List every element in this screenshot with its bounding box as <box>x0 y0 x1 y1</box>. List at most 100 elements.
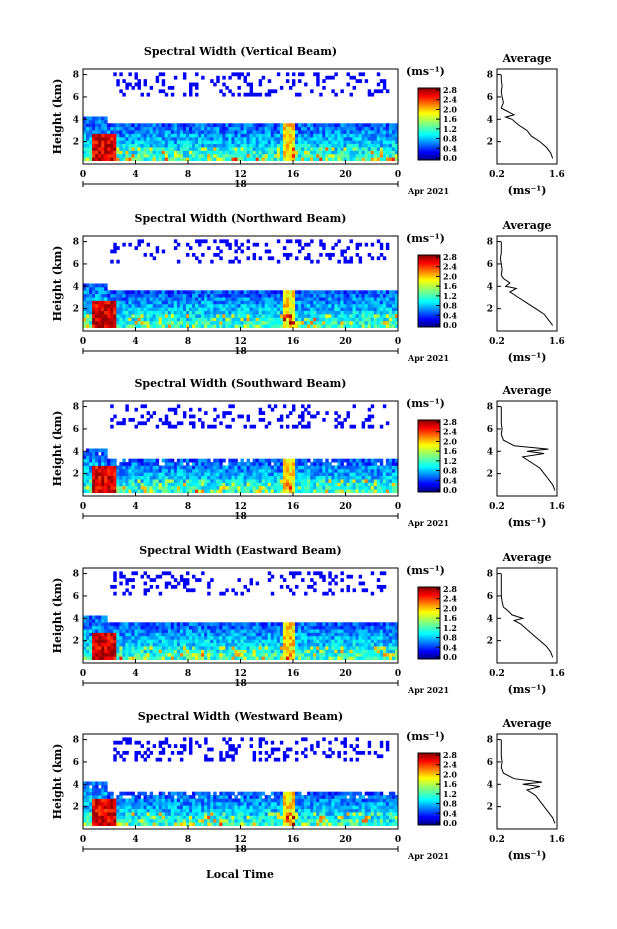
y-tick-label: 8 <box>73 403 79 413</box>
heatmap-cell <box>131 458 135 463</box>
heatmap-cell <box>134 300 138 305</box>
heatmap-cell <box>282 307 287 312</box>
heatmap-cell <box>192 147 196 151</box>
heatmap-cell <box>258 126 263 131</box>
heatmap-cell <box>92 147 96 151</box>
heatmap-cell <box>164 584 169 589</box>
heatmap-cell <box>364 472 369 477</box>
heatmap-cell <box>291 157 296 161</box>
heatmap-cell <box>310 157 314 161</box>
heatmap-cell <box>264 307 269 312</box>
heatmap-cell <box>373 300 378 305</box>
heatmap-cell <box>328 652 332 657</box>
heatmap-cell <box>313 140 317 145</box>
heatmap-cell <box>182 307 187 312</box>
heatmap-cell <box>264 157 269 161</box>
heatmap-cell <box>270 136 275 141</box>
heatmap-cell <box>164 622 169 627</box>
heatmap-cell <box>201 472 205 477</box>
heatmap-cell <box>189 635 193 640</box>
heatmap-cell <box>128 310 132 315</box>
heatmap-cell <box>246 256 250 261</box>
heatmap-cell <box>270 629 275 633</box>
heatmap-cell <box>391 303 396 308</box>
heatmap-cell <box>101 130 105 134</box>
heatmap-cell <box>364 150 369 155</box>
heatmap-cell <box>273 320 278 325</box>
heatmap-cell <box>343 310 347 315</box>
colorbar-tick-label: 2.8 <box>443 417 457 427</box>
heatmap-cell <box>125 297 129 301</box>
heatmap-cell <box>382 290 387 295</box>
heatmap-cell <box>131 475 135 480</box>
heatmap-cell <box>243 123 247 128</box>
heatmap-cell <box>167 424 172 429</box>
heatmap-cell <box>322 147 326 151</box>
heatmap-cell <box>201 571 205 576</box>
heatmap-cell <box>231 147 235 151</box>
heatmap-cell <box>322 246 326 250</box>
heatmap-cell <box>231 489 235 493</box>
heatmap-cell <box>137 472 141 477</box>
heatmap-cell <box>134 649 138 654</box>
heatmap-cell <box>143 656 148 660</box>
heatmap-cell <box>334 153 338 158</box>
heatmap-cell <box>364 475 369 480</box>
heatmap-cell <box>291 424 296 429</box>
heatmap-cell <box>164 458 169 463</box>
heatmap-cell <box>331 475 335 480</box>
heatmap-cell <box>107 479 111 483</box>
heatmap-cell <box>358 259 363 264</box>
heatmap-cell <box>89 297 93 301</box>
heatmap-cell <box>270 468 275 473</box>
heatmap-cell <box>189 143 193 148</box>
heatmap-cell <box>83 458 87 463</box>
heatmap-cell <box>334 324 338 328</box>
heatmap-cell <box>249 622 254 627</box>
heatmap-cell <box>313 625 317 630</box>
heatmap-cell <box>285 133 290 138</box>
heatmap-cell <box>164 472 169 477</box>
heatmap-cell <box>316 136 320 141</box>
y-axis-label: Height (km) <box>51 79 64 155</box>
heatmap-cell <box>331 479 335 483</box>
heatmap-cell <box>137 468 141 473</box>
heatmap-cell <box>143 290 148 295</box>
heatmap-cell <box>185 472 190 477</box>
heatmap-cell <box>173 584 178 589</box>
heatmap-cell <box>98 123 102 128</box>
heatmap-cell <box>128 632 132 637</box>
heatmap-cell <box>349 462 353 466</box>
heatmap-cell <box>104 116 108 121</box>
heatmap-cell <box>116 485 120 490</box>
heatmap-cell <box>140 92 144 97</box>
heatmap-cell <box>98 130 102 134</box>
heatmap-cell <box>367 89 372 94</box>
heatmap-cell <box>83 468 87 473</box>
heatmap-cell <box>113 414 117 419</box>
heatmap-cell <box>95 468 99 473</box>
heatmap-cell <box>298 150 302 155</box>
heatmap-cell <box>288 649 293 654</box>
heatmap-cell <box>343 259 347 264</box>
heatmap-cell <box>367 417 372 422</box>
heatmap-cell <box>298 123 302 128</box>
heatmap-cell <box>316 472 320 477</box>
heatmap-cell <box>304 489 308 493</box>
heatmap-cell <box>104 462 108 466</box>
heatmap-cell <box>246 314 250 318</box>
heatmap-cell <box>316 72 320 77</box>
heatmap-cell <box>89 618 93 623</box>
heatmap-cell <box>282 489 287 493</box>
heatmap-cell <box>310 485 314 490</box>
heatmap-cell <box>291 465 296 470</box>
heatmap-cell <box>195 475 199 480</box>
heatmap-cell <box>367 414 372 419</box>
heatmap-cell <box>192 656 196 660</box>
heatmap-cell <box>179 314 184 318</box>
heatmap-cell <box>340 462 344 466</box>
heatmap-cell <box>288 468 293 473</box>
heatmap-cell <box>313 130 317 134</box>
heatmap-cell <box>346 297 350 301</box>
heatmap-cell <box>273 465 278 470</box>
